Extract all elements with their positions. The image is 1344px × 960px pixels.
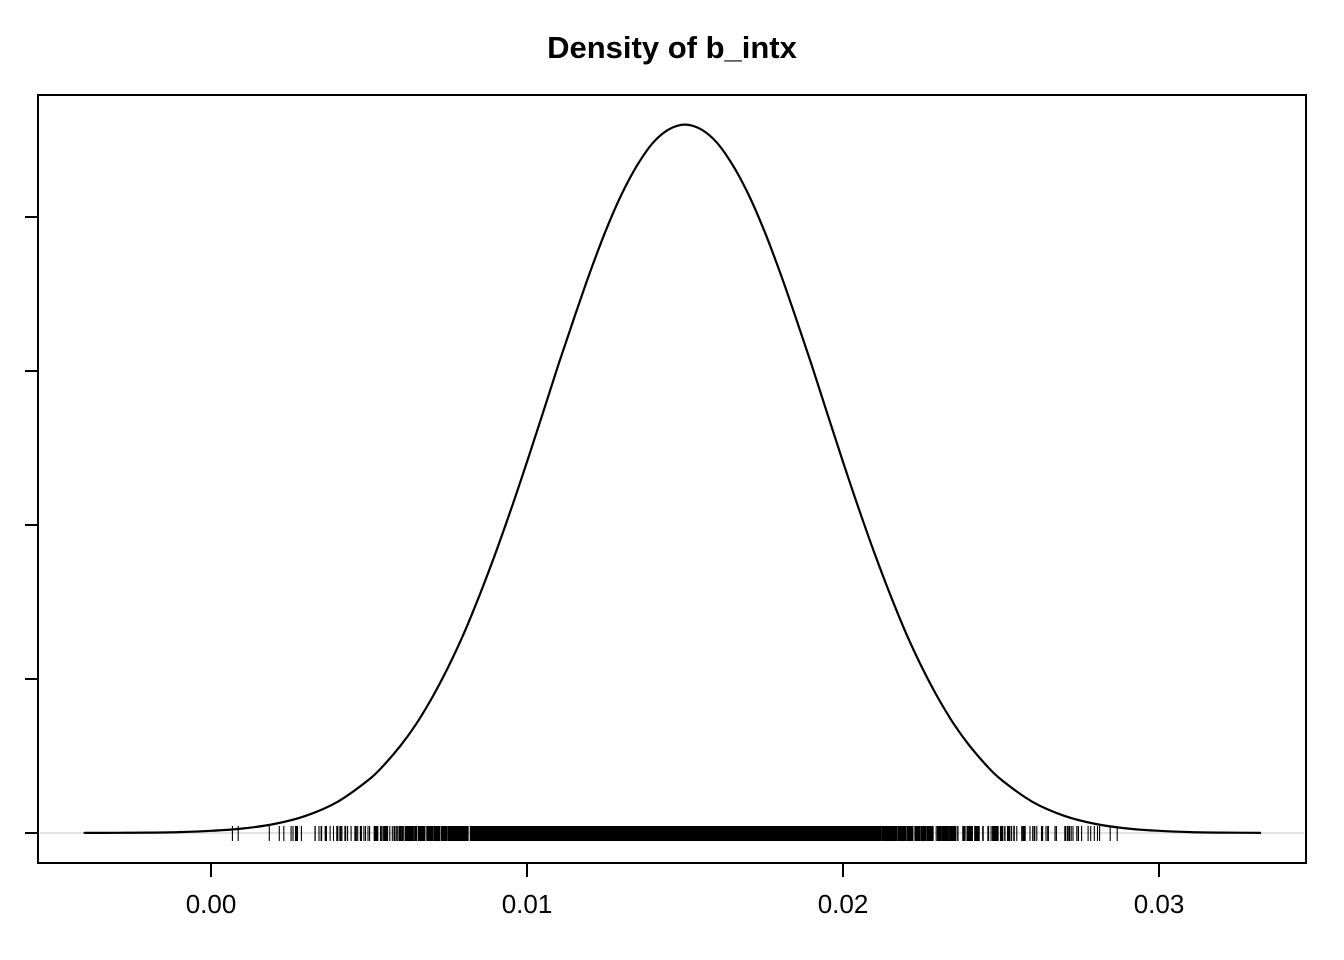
x-axis-ticks — [210, 864, 1160, 877]
y-axis-ticks — [25, 216, 37, 834]
x-tick-label: 0.03 — [1134, 889, 1185, 919]
x-axis-tick-labels: 0.00 0.01 0.02 0.03 — [186, 889, 1185, 919]
x-tick-label: 0.01 — [502, 889, 553, 919]
plot-box — [37, 94, 1307, 864]
x-tick-label: 0.02 — [818, 889, 869, 919]
x-tick-label: 0.00 — [186, 889, 237, 919]
density-curve — [83, 123, 1262, 834]
plot-title: Density of b_intx — [547, 30, 798, 65]
rug-marks — [231, 826, 1118, 841]
